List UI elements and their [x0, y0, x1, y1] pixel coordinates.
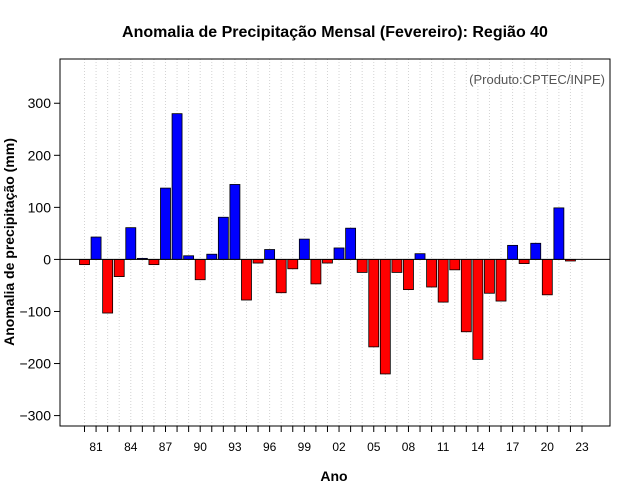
x-tick-label: 99 — [298, 440, 312, 454]
y-axis-title: Anomalia de precipitação (mm) — [1, 138, 17, 346]
bar — [206, 253, 218, 260]
bar — [322, 259, 333, 264]
x-tick-label: 90 — [194, 440, 208, 454]
x-tick-label: 17 — [506, 440, 520, 454]
x-tick-label: 81 — [89, 440, 103, 454]
bar — [241, 259, 252, 301]
x-tick-label: 23 — [575, 440, 589, 454]
chart-title: Anomalia de Precipitação Mensal (Feverei… — [122, 24, 548, 41]
x-tick-label: 96 — [263, 440, 277, 454]
bar — [333, 247, 345, 260]
bar — [171, 113, 183, 260]
bar — [449, 259, 461, 271]
x-tick-label: 20 — [541, 440, 555, 454]
x-tick-label: 93 — [228, 440, 242, 454]
y-tick-label: 200 — [28, 147, 52, 163]
x-axis: 81 84 87 90 93 96 99 02 05 08 11 14 17 20 23 — [84, 426, 589, 454]
bar — [426, 259, 438, 288]
bar — [553, 207, 565, 260]
bar — [437, 259, 449, 303]
y-tick-label: −300 — [19, 408, 51, 424]
bar — [113, 259, 125, 277]
x-tick-label: 14 — [471, 440, 485, 454]
y-tick-label: 0 — [43, 251, 51, 267]
bar — [460, 259, 472, 333]
bar — [472, 259, 484, 360]
bar — [148, 259, 160, 266]
bar — [264, 249, 276, 260]
bar — [379, 259, 391, 375]
source-annotation: (Produto:CPTEC/INPE) — [469, 72, 605, 87]
x-tick-label: 84 — [124, 440, 138, 454]
bar — [160, 187, 171, 260]
x-tick-label: 08 — [402, 440, 416, 454]
bar — [298, 238, 310, 260]
y-tick-label: 100 — [28, 199, 52, 215]
bar — [102, 259, 114, 314]
bar — [495, 259, 507, 302]
bar — [79, 259, 90, 266]
bar — [287, 259, 299, 270]
bar — [530, 242, 542, 260]
bar — [518, 259, 530, 264]
bar — [229, 184, 241, 260]
bar — [183, 255, 195, 260]
bar — [507, 244, 518, 260]
bar — [345, 227, 357, 260]
bar — [310, 259, 322, 285]
bar — [194, 259, 206, 281]
y-tick-label: −200 — [19, 356, 51, 372]
y-tick-label: 300 — [28, 95, 52, 111]
plot-frame — [59, 58, 611, 427]
bar — [90, 236, 102, 260]
bar — [541, 259, 553, 296]
bar — [403, 259, 414, 291]
bar — [368, 259, 380, 348]
y-tick-label: −100 — [19, 303, 51, 319]
x-tick-label: 02 — [332, 440, 346, 454]
bar — [484, 259, 495, 294]
x-tick-label: 87 — [159, 440, 173, 454]
y-axis: −300 −200 −100 0 100 200 300 — [19, 95, 60, 424]
bar — [275, 259, 287, 294]
bar — [391, 259, 403, 273]
x-tick-label: 11 — [437, 440, 450, 454]
bar — [356, 259, 368, 273]
bar — [252, 259, 264, 264]
bar — [217, 216, 229, 260]
bar — [414, 253, 426, 260]
x-axis-title: Ano — [320, 468, 347, 484]
bar — [125, 227, 137, 260]
grid — [84, 59, 583, 426]
x-tick-label: 05 — [367, 440, 381, 454]
